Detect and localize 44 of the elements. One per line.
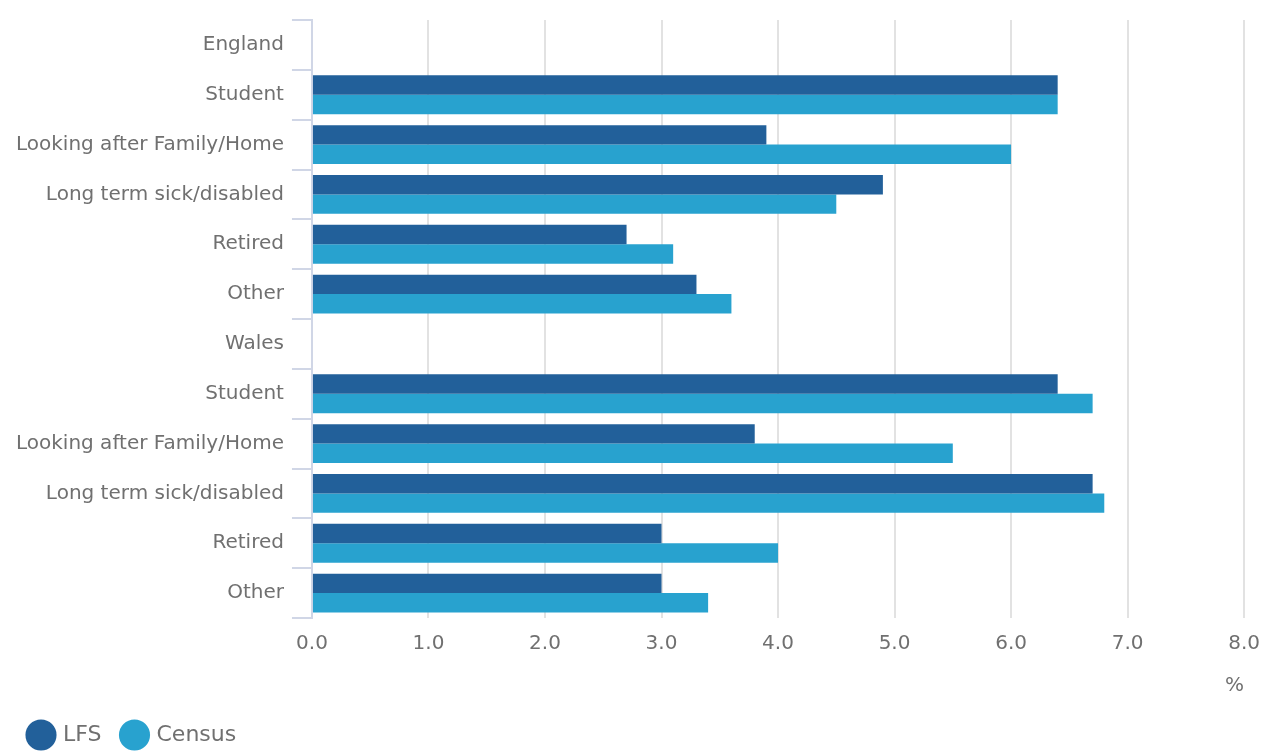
bar [312, 144, 1012, 165]
x-tick-label: 7.0 [1111, 630, 1144, 655]
y-tick-label: Looking after Family/Home [15, 429, 284, 454]
bar [312, 393, 1093, 414]
x-tick-label: 1.0 [412, 630, 445, 655]
bar [312, 573, 662, 594]
legend-label: LFS [63, 720, 102, 746]
bar [312, 75, 1058, 95]
bar [312, 294, 732, 314]
x-tick-label: 6.0 [995, 630, 1027, 655]
bar [312, 443, 953, 464]
y-tick-label: Long term sick/disabled [45, 180, 284, 205]
x-tick-label: 8.0 [1228, 630, 1260, 655]
x-axis-title: % [1225, 672, 1245, 697]
y-tick-label: Student [205, 80, 285, 105]
bar [312, 274, 697, 295]
bar [312, 523, 662, 544]
x-tick-label: 2.0 [529, 630, 561, 655]
x-tick-label: 4.0 [762, 630, 794, 655]
bar [312, 224, 627, 245]
y-tick-label: Retired [212, 529, 284, 554]
x-tick-label: 3.0 [645, 630, 678, 655]
y-tick-label: Other [227, 579, 285, 604]
bar [312, 244, 674, 264]
bar [312, 593, 709, 613]
bar [312, 424, 755, 444]
y-tick-label: Looking after Family/Home [15, 130, 284, 155]
y-tick-label: Wales [224, 330, 284, 355]
bar [312, 374, 1058, 394]
y-tick-label: England [202, 31, 284, 56]
x-tick-label: 5.0 [878, 630, 911, 655]
bar [312, 473, 1093, 494]
bar [312, 493, 1105, 513]
legend-label: Census [156, 720, 237, 746]
x-tick-label: 0.0 [296, 630, 328, 655]
y-tick-label: Long term sick/disabled [45, 479, 284, 504]
bar [312, 174, 883, 195]
bar [312, 94, 1058, 115]
y-tick-label: Retired [212, 230, 284, 255]
y-tick-label: Student [205, 379, 285, 404]
bar [312, 194, 837, 214]
bar [312, 543, 779, 563]
y-tick-label: Other [227, 280, 285, 305]
bar [312, 125, 767, 145]
